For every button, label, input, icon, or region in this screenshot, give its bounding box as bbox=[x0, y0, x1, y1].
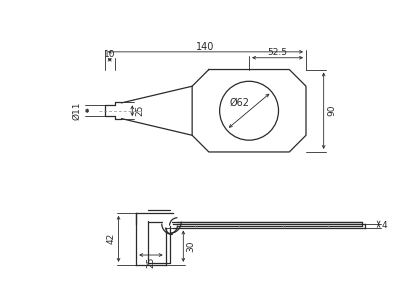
Text: 4: 4 bbox=[382, 221, 387, 230]
Text: Ø11: Ø11 bbox=[73, 101, 82, 120]
Text: 25: 25 bbox=[136, 105, 145, 116]
Text: 42: 42 bbox=[106, 233, 115, 244]
Text: 25: 25 bbox=[146, 256, 156, 268]
Text: 52.5: 52.5 bbox=[268, 48, 288, 57]
Text: 10: 10 bbox=[104, 50, 116, 59]
Text: Ø62: Ø62 bbox=[229, 98, 249, 108]
Text: 140: 140 bbox=[196, 42, 214, 52]
Text: 90: 90 bbox=[327, 105, 336, 116]
Text: 30: 30 bbox=[187, 240, 196, 252]
